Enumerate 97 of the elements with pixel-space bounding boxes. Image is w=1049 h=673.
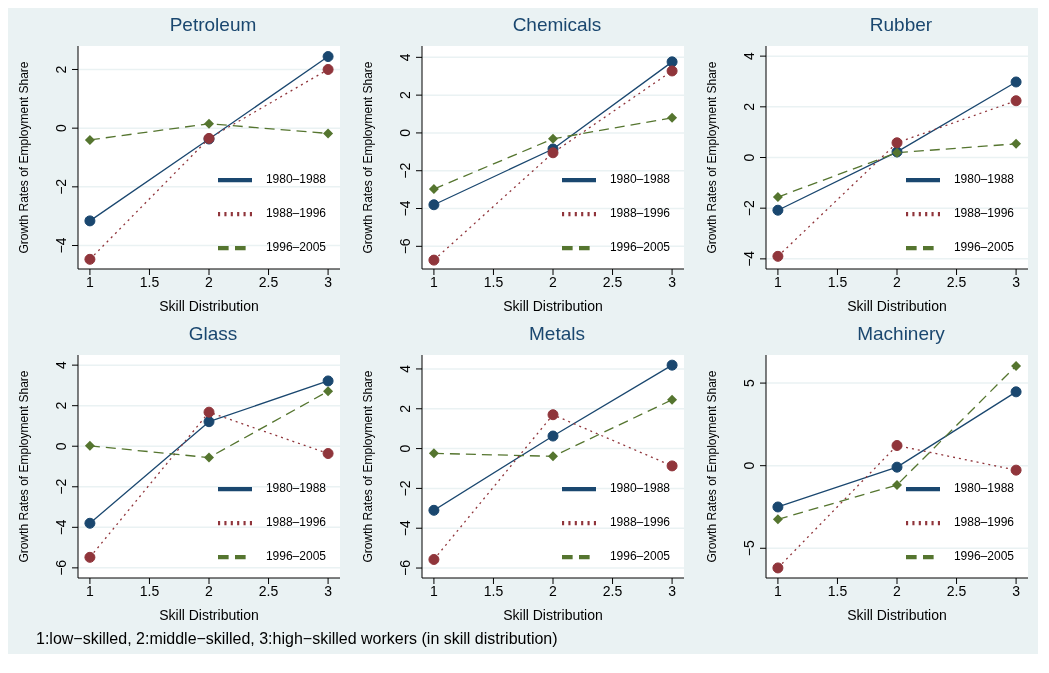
y-tick-label: 2 bbox=[397, 91, 413, 100]
x-axis-title: Skill Distribution bbox=[503, 607, 603, 623]
text: 1:low−skilled, 2:middle−skilled, 3:high−skilled workers (in skill distribution) bbox=[36, 630, 559, 648]
x-axis-title: Skill Distribution bbox=[159, 298, 259, 314]
y-axis-title: Growth Rates of Employment Share bbox=[361, 61, 376, 254]
legend-label: 1988–1996 bbox=[953, 206, 1014, 221]
x-tick-label: 1 bbox=[774, 582, 783, 599]
legend-label: 1980–1988 bbox=[609, 172, 670, 187]
y-tick-label: −4 bbox=[53, 519, 69, 536]
x-tick-label: 2.5 bbox=[602, 273, 623, 290]
x-tick-label: 3 bbox=[668, 273, 677, 290]
y-tick-label: −2 bbox=[53, 178, 69, 195]
chart-title: Machinery bbox=[856, 322, 946, 346]
chart-title: Glass bbox=[187, 322, 239, 346]
y-tick-label: 0 bbox=[741, 461, 757, 470]
x-tick-label: 1.5 bbox=[483, 273, 504, 290]
y-tick-label: −4 bbox=[397, 520, 413, 537]
y-tick-label: −6 bbox=[397, 559, 413, 577]
x-tick-label: 3 bbox=[668, 582, 677, 599]
y-tick-label: −2 bbox=[741, 199, 757, 217]
legend-label: 1980–1988 bbox=[953, 481, 1014, 496]
legend-label: 1980–1988 bbox=[265, 172, 326, 187]
x-tick-label: 2.5 bbox=[602, 582, 623, 599]
x-axis-title: Skill Distribution bbox=[503, 298, 603, 314]
x-tick-label: 1 bbox=[430, 582, 439, 599]
y-tick-label: 4 bbox=[397, 53, 413, 62]
x-tick-label: 2.5 bbox=[946, 582, 967, 599]
x-tick-label: 2 bbox=[893, 273, 902, 290]
x-axis-title: Skill Distribution bbox=[159, 607, 259, 623]
legend-label: 1988–1996 bbox=[953, 515, 1014, 530]
legend-label: 1980–1988 bbox=[609, 481, 670, 496]
x-tick-label: 3 bbox=[324, 582, 333, 599]
y-tick-label: −4 bbox=[397, 200, 413, 217]
chart-title: Rubber bbox=[868, 13, 934, 37]
legend-label: 1996–2005 bbox=[953, 549, 1014, 564]
x-tick-label: 3 bbox=[324, 273, 333, 290]
y-tick-label: 0 bbox=[397, 128, 413, 137]
x-tick-label: 2.5 bbox=[258, 582, 279, 599]
y-tick-label: −5 bbox=[741, 540, 757, 557]
x-tick-label: 1.5 bbox=[139, 582, 160, 599]
y-tick-label: 5 bbox=[741, 378, 757, 387]
legend-label: 1988–1996 bbox=[609, 206, 670, 221]
x-axis-title: Skill Distribution bbox=[847, 607, 947, 623]
legend-label: 1980–1988 bbox=[953, 172, 1014, 187]
y-tick-label: −2 bbox=[397, 162, 413, 179]
y-axis-title: Growth Rates of Employment Share bbox=[17, 370, 32, 563]
legend-label: 1996–2005 bbox=[609, 240, 670, 255]
x-tick-label: 2 bbox=[549, 273, 558, 290]
y-tick-label: −2 bbox=[397, 480, 413, 497]
y-axis-title: Growth Rates of Employment Share bbox=[361, 370, 376, 563]
y-axis-title: Growth Rates of Employment Share bbox=[17, 61, 32, 254]
x-tick-label: 1 bbox=[774, 273, 783, 290]
x-tick-label: 2.5 bbox=[946, 273, 967, 290]
legend-label: 1996–2005 bbox=[265, 549, 326, 564]
y-tick-label: 0 bbox=[741, 153, 757, 162]
chart-title: Petroleum bbox=[168, 13, 258, 37]
chart-title: Chemicals bbox=[511, 13, 603, 37]
x-tick-label: 1.5 bbox=[139, 273, 160, 290]
y-tick-label: 0 bbox=[397, 444, 413, 453]
y-tick-label: 4 bbox=[53, 361, 69, 370]
x-tick-label: 2 bbox=[893, 582, 902, 599]
x-tick-label: 3 bbox=[1012, 273, 1021, 290]
x-tick-label: 1 bbox=[86, 273, 95, 290]
legend-label: 1996–2005 bbox=[265, 240, 326, 255]
y-tick-label: 0 bbox=[53, 124, 69, 133]
y-tick-label: −6 bbox=[397, 238, 413, 255]
x-tick-label: 3 bbox=[1012, 582, 1021, 599]
y-tick-label: 0 bbox=[53, 442, 69, 451]
legend-label: 1988–1996 bbox=[265, 206, 326, 221]
x-tick-label: 2.5 bbox=[258, 273, 279, 290]
x-tick-label: 2 bbox=[549, 582, 558, 599]
legend-label: 1996–2005 bbox=[953, 240, 1014, 255]
x-tick-label: 1 bbox=[86, 582, 95, 599]
y-tick-label: 2 bbox=[397, 404, 413, 413]
legend-label: 1988–1996 bbox=[609, 515, 670, 530]
x-tick-label: 2 bbox=[205, 273, 214, 290]
y-tick-label: 2 bbox=[53, 65, 69, 74]
x-tick-label: 2 bbox=[205, 582, 214, 599]
y-tick-label: −6 bbox=[53, 559, 69, 576]
x-tick-label: 1.5 bbox=[483, 582, 504, 599]
legend-label: 1980–1988 bbox=[265, 481, 326, 496]
y-tick-label: 2 bbox=[741, 102, 757, 111]
y-tick-label: −2 bbox=[53, 478, 69, 495]
x-tick-label: 1 bbox=[430, 273, 439, 290]
x-tick-label: 1.5 bbox=[827, 582, 848, 599]
x-tick-label: 1.5 bbox=[827, 273, 848, 290]
y-tick-label: −4 bbox=[53, 237, 69, 254]
legend-label: 1996–2005 bbox=[609, 549, 670, 564]
y-tick-label: 4 bbox=[741, 52, 757, 61]
legend-label: 1988–1996 bbox=[265, 515, 326, 530]
y-axis-title: Growth Rates of Employment Share bbox=[705, 61, 720, 254]
x-axis-title: Skill Distribution bbox=[847, 298, 947, 314]
chart-title: Metals bbox=[528, 322, 586, 346]
y-tick-label: 2 bbox=[53, 401, 69, 410]
y-tick-label: 4 bbox=[397, 364, 413, 373]
y-tick-label: −4 bbox=[741, 250, 757, 267]
y-axis-title: Growth Rates of Employment Share bbox=[705, 370, 720, 563]
